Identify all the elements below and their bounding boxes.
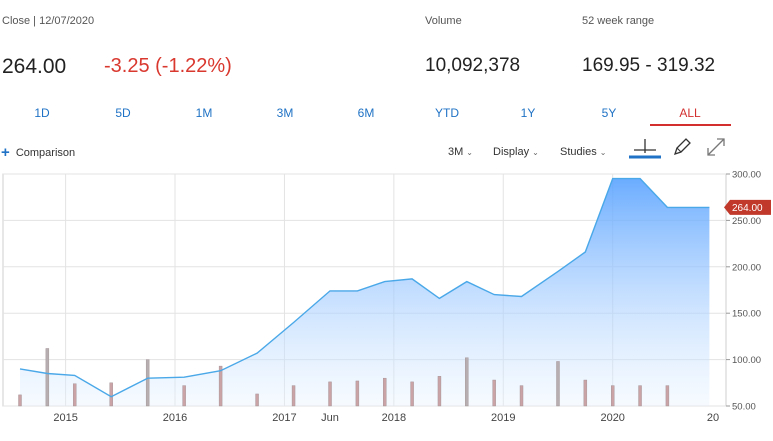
price-line (19, 177, 710, 398)
volume-bar (410, 381, 414, 407)
x-tick-label: 2019 (491, 412, 515, 424)
tab-1d[interactable]: 1D (34, 106, 50, 120)
volume-bar (145, 359, 150, 407)
range-value: 169.95 - 319.32 (582, 55, 716, 76)
range-label: 52 week range (582, 15, 655, 27)
volume-bar (109, 382, 113, 407)
crosshair-icon[interactable] (628, 136, 662, 160)
volume-bar (291, 385, 296, 407)
chevron-down-icon: ⌄ (599, 148, 607, 157)
volume-bar (182, 385, 186, 407)
pencil-icon[interactable] (671, 136, 693, 158)
display-label: Display (493, 146, 530, 158)
y-tick-label: 100.00 (732, 355, 761, 366)
x-tick-label: 2015 (53, 412, 77, 424)
volume-bar (519, 385, 524, 407)
chevron-down-icon: ⌄ (532, 148, 539, 157)
volume-bar (255, 393, 259, 407)
x-tick-label: 2016 (163, 412, 187, 424)
expand-icon[interactable] (705, 136, 727, 158)
interval-label: 3M (448, 146, 464, 158)
chevron-down-icon: ⌄ (466, 148, 473, 157)
y-tick-label: 150.00 (732, 309, 761, 320)
close-label: Close | 12/07/2020 (2, 15, 95, 27)
interval-dropdown[interactable]: 3M ⌄ (448, 146, 473, 158)
volume-bar (583, 379, 588, 407)
x-tick-label: Jun (321, 412, 339, 424)
volume-bar (328, 381, 332, 407)
plus-icon: + (1, 144, 10, 161)
x-tick-label: 2018 (382, 412, 406, 424)
x-tick-label: 2017 (272, 412, 296, 424)
volume-bar (73, 383, 77, 407)
studies-label: Studies (560, 146, 597, 158)
volume-bar (218, 365, 223, 407)
y-tick-label: 300.00 (732, 170, 761, 181)
tab-3m[interactable]: 3M (276, 106, 294, 120)
volume-label: Volume (425, 15, 462, 27)
volume-bar (45, 348, 50, 407)
volume-value: 10,092,378 (425, 55, 521, 76)
volume-bar (638, 385, 642, 407)
tab-1m[interactable]: 1M (195, 106, 213, 120)
tab-all[interactable]: ALL (679, 106, 701, 120)
studies-dropdown[interactable]: Studies ⌄ (560, 146, 606, 158)
volume-bar (383, 377, 387, 407)
last-price-tag: 264.00 (724, 199, 771, 215)
volume-bar (437, 376, 442, 407)
volume-bar (665, 385, 670, 407)
tab-5d[interactable]: 5D (115, 106, 131, 120)
tab-ytd[interactable]: YTD (435, 106, 459, 120)
volume-bar (492, 379, 496, 407)
y-tick-label: 50.00 (732, 402, 756, 413)
x-tick-label: 2020 (600, 412, 624, 424)
display-dropdown[interactable]: Display ⌄ (493, 146, 539, 158)
volume-bar (355, 380, 360, 407)
comparison-label: Comparison (15, 147, 76, 159)
price-chart[interactable]: 300.00 250.00 200.00 150.00 100.00 50.00 2015… (0, 166, 773, 441)
close-price: 264.00 (2, 55, 67, 78)
volume-bar (18, 394, 22, 407)
tab-5y[interactable]: 5Y (601, 106, 617, 120)
active-tab-underline (650, 124, 731, 126)
volume-bar (610, 385, 615, 407)
y-tick-label: 200.00 (732, 262, 761, 273)
last-price-label: 264.00 (732, 203, 763, 214)
volume-bar (465, 357, 469, 407)
price-area (20, 178, 710, 406)
comparison-button[interactable]: + Comparison (1, 144, 75, 161)
x-tick-label: 20 (707, 412, 719, 424)
tab-6m[interactable]: 6M (357, 106, 375, 120)
y-tick-label: 250.00 (732, 216, 761, 227)
tab-1y[interactable]: 1Y (520, 106, 536, 120)
volume-bar (556, 361, 560, 407)
price-change: -3.25 (-1.22%) (104, 55, 232, 77)
